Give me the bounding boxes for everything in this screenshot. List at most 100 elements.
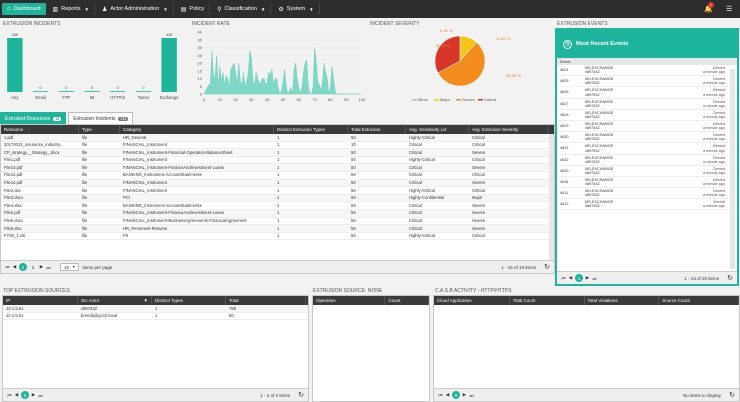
grid-scrollbar[interactable] (549, 134, 554, 262)
last-page-icon[interactable]: ⏭ (46, 264, 51, 270)
table-row[interactable]: 10.1.5.61 x897432 1 785 (3, 305, 308, 313)
sort-asc-icon[interactable]: ↑ (27, 127, 30, 132)
bar-email[interactable] (32, 91, 49, 92)
column-total-violations[interactable]: Total Violations (585, 296, 660, 305)
nav-dashboard[interactable]: ⌂ Dashboard (2, 3, 46, 15)
per-page-select[interactable]: 15 ▼ (60, 263, 80, 271)
prev-page-icon[interactable]: ◀ (568, 275, 573, 280)
legend-minor[interactable]: Minor (418, 97, 429, 102)
bar-exchange[interactable] (161, 38, 177, 92)
table-row[interactable]: File6.docx file FINANCIAL_Instrument-Busin… (1, 218, 554, 226)
bar-any[interactable] (7, 38, 23, 92)
hamburger-menu-icon[interactable]: ☰ (726, 6, 733, 13)
table-row[interactable]: File12.pdf file BANKING_Instrument-Account… (1, 172, 554, 180)
column-total-extrusion[interactable]: Total Extrusion (348, 125, 406, 134)
bar-ftp[interactable] (58, 91, 74, 92)
column-resource[interactable]: Resource ↑ (1, 125, 79, 134)
table-row[interactable]: File3.docx file PCI 1 50 Highly-Confidential M… (1, 194, 554, 203)
prev-page-icon[interactable]: ◀ (14, 392, 19, 397)
column-source-count[interactable]: Source Count (659, 296, 739, 305)
event-row[interactable]: 4629 MS-EXCHANGE x897432 Denied a minute ago (557, 121, 737, 133)
prev-page-icon[interactable]: ◀ (445, 392, 450, 397)
table-row[interactable]: 10.1.5.61 brenda@gc10.local 1 50 (3, 313, 308, 321)
column-distinct-types[interactable]: Distinct Types (152, 296, 226, 305)
table-row[interactable]: FY00_1.xls file PII 1 50 Highly-Critical Criti… (1, 233, 554, 241)
table-row[interactable]: File4.xlsx file BANKING_Instrument-Account… (1, 202, 554, 210)
page-button[interactable]: 0 (21, 391, 29, 399)
column-total-count[interactable]: Total Count (510, 296, 585, 305)
next-page-icon[interactable]: ▶ (39, 264, 44, 269)
refresh-icon[interactable]: ↻ (544, 264, 550, 271)
events-scrollbar[interactable] (730, 69, 735, 269)
event-row[interactable]: 4611 MS-EXCHANGE x897432 Denied a minute ago (557, 188, 737, 200)
first-page-icon[interactable]: ⏮ (7, 392, 12, 398)
event-row[interactable]: 4631 MS-EXCHANGE x897432 Denied a minute ago (557, 143, 737, 155)
next-page-icon[interactable]: ▶ (462, 392, 467, 397)
column-total[interactable]: Total (226, 296, 306, 305)
event-row[interactable]: 4632 MS-EXCHANGE x897432 Denied a minute ago (557, 155, 737, 166)
bar-http-s[interactable] (110, 91, 126, 92)
refresh-icon[interactable]: ↻ (298, 392, 304, 399)
bar-tamer[interactable] (135, 91, 152, 92)
column-count[interactable]: Count (385, 296, 429, 305)
table-row[interactable]: File5.pdf file FINANCIAL_Instrument-Financ… (1, 209, 554, 218)
pie-slice-severe[interactable] (437, 41, 486, 87)
legend-severe[interactable]: Severe (462, 97, 475, 102)
table-row[interactable]: File2.doc file FINANCIAL_Instrument 1 50 High… (1, 187, 554, 195)
column-operation[interactable]: Operation (313, 296, 386, 305)
event-time: a minute ago (703, 70, 725, 75)
event-row[interactable]: 4624 MS-EXCHANGE x897432 Denied a minute ago (557, 65, 737, 77)
table-row[interactable]: File1.pdf file FINANCIAL_Instrument 1 50 High… (1, 157, 554, 165)
first-page-icon[interactable]: ⏮ (5, 264, 10, 270)
event-row[interactable]: 4628 MS-EXCHANGE x897432 Denied a minute ago (557, 110, 737, 121)
column-avg-extrusion-severity[interactable]: Avg. Extrusion Severity (469, 125, 549, 134)
column-category[interactable]: Category (120, 125, 274, 134)
event-row[interactable]: 4627 MS-EXCHANGE x897432 Denied a minute ago (557, 99, 737, 110)
nav-reports[interactable]: ▥ Reports ▼ (48, 3, 95, 15)
first-page-icon[interactable]: ⏮ (561, 275, 566, 281)
table-row[interactable]: 20170013_insurance_industry... file FINANC… (1, 142, 554, 150)
column-avg-sensitivity-lvl[interactable]: Avg. Sensitivity Lvl (406, 125, 469, 134)
nav-policy[interactable]: ▤ Policy (176, 3, 211, 15)
legend-major[interactable]: Major (440, 97, 451, 102)
column-distinct-extrusion-types[interactable]: Distinct Extrusion Types (274, 125, 348, 134)
table-row[interactable]: CP_strategy__Strategy_.docx file FINANCIAL… (1, 149, 554, 157)
event-row[interactable]: 4630 MS-EXCHANGE x897432 Denied a minute ago (557, 132, 737, 144)
table-row[interactable]: File8.xlsx file HR_Personnel-Resume 1 50 Crit… (1, 225, 554, 233)
refresh-icon[interactable]: ↻ (729, 392, 735, 399)
last-page-icon[interactable]: ⏭ (592, 275, 597, 281)
tab-extrusion-incidents[interactable]: Extrusion Incidents 439 (68, 112, 134, 124)
last-page-icon[interactable]: ⏭ (469, 392, 474, 398)
event-row[interactable]: 4612 MS-EXCHANGE x897432 Denied a minute ago (557, 199, 737, 211)
first-page-icon[interactable]: ⏮ (438, 392, 443, 398)
page-1-button[interactable]: 1 (575, 274, 583, 282)
bell-icon[interactable]: 🔔 (704, 6, 713, 13)
event-row[interactable]: 4625 MS-EXCHANGE x897432 Denied a minute ago (557, 76, 737, 88)
next-page-icon[interactable]: ▶ (31, 392, 36, 397)
refresh-icon[interactable]: ↻ (727, 275, 733, 282)
page-button[interactable]: 0 (452, 391, 460, 399)
page-1-button[interactable]: 1 (19, 263, 27, 271)
event-row[interactable]: 4626 MS-EXCHANGE x897432 Denied a minute ago (557, 87, 737, 99)
column-type[interactable]: Type (79, 125, 120, 134)
filter-icon[interactable]: ▼ (143, 298, 148, 303)
table-row[interactable]: 1.pdf file HR_General 1 50 Highly-Critical Cri… (1, 134, 554, 142)
nav-actor-administration[interactable]: ♟ Actor Administration ▼ (97, 3, 174, 15)
column-cloud-application[interactable]: Cloud Application (434, 296, 510, 305)
nav-system[interactable]: ⚙ System ▼ (273, 3, 320, 15)
event-row[interactable]: 4633 MS-EXCHANGE x897432 Denied a minute ago (557, 166, 737, 177)
prev-page-icon[interactable]: ◀ (12, 264, 17, 269)
event-row[interactable]: 4634 MS-EXCHANGE x897432 Denied a minute ago (557, 177, 737, 189)
table-row[interactable]: File10.pdf file FINANCIAL_Instrument-Finan… (1, 164, 554, 172)
column-ip[interactable]: IP (3, 296, 78, 305)
tab-extruded-resources[interactable]: Extruded Resources 19 (0, 112, 67, 124)
bar-im[interactable] (84, 91, 100, 92)
page-2-button[interactable]: 2 (31, 264, 35, 270)
column-src-actor[interactable]: Src Actor ▼ (78, 296, 152, 305)
table-row[interactable]: File14.pdf file FINANCIAL_Instrument 1 50 Cri… (1, 179, 554, 188)
pie-slice-critical[interactable] (434, 35, 461, 74)
next-page-icon[interactable]: ▶ (585, 275, 590, 280)
nav-classification[interactable]: ⚲ Classification ▼ (212, 3, 272, 15)
legend-critical[interactable]: Critical (484, 97, 496, 102)
last-page-icon[interactable]: ⏭ (38, 392, 43, 398)
